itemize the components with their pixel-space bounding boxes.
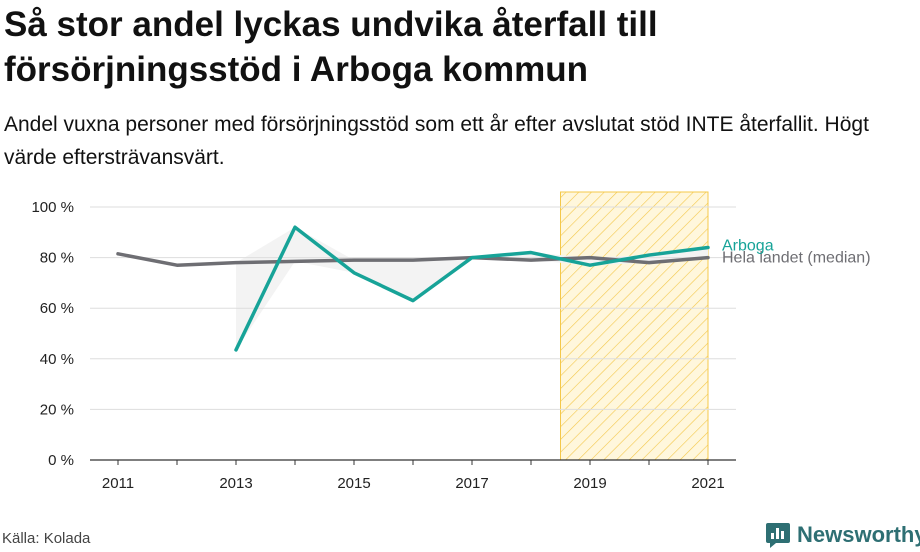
- chart-title: Så stor andel lyckas undvika återfall ti…: [4, 5, 658, 89]
- x-tick-label: 2017: [455, 475, 488, 492]
- series-label: Hela landet (median): [722, 250, 871, 267]
- highlight-band: [560, 191, 709, 461]
- y-tick-label: 80 %: [40, 250, 74, 267]
- chart-subtitle: Andel vuxna personer med försörjningsstö…: [4, 113, 869, 169]
- series-label: Arboga: [722, 237, 774, 254]
- y-tick-label: 60 %: [40, 300, 74, 317]
- series-line-arboga: [234, 225, 710, 352]
- y-tick-label: 100 %: [31, 199, 74, 216]
- x-tick-label: 2019: [573, 475, 606, 492]
- y-tick-label: 20 %: [40, 401, 74, 418]
- y-tick-label: 0 %: [48, 452, 74, 469]
- x-tick-label: 2011: [102, 475, 134, 492]
- x-tick-label: 2015: [337, 475, 370, 492]
- line-chart: 0 % 20 % 40 % 60 % 80 % 100 % 2011 2013 2015 201…: [31, 191, 871, 492]
- x-tick-label: 2021: [691, 475, 724, 492]
- source-note: Källa: Kolada: [2, 530, 91, 547]
- brand-name: Newsworthy: [797, 522, 920, 547]
- series-line-national-median: [116, 252, 710, 267]
- x-tick-label: 2013: [219, 475, 252, 492]
- y-tick-label: 40 %: [40, 351, 74, 368]
- newsworthy-logo-icon: [766, 523, 790, 548]
- brand-logo: Newsworthy: [765, 520, 920, 550]
